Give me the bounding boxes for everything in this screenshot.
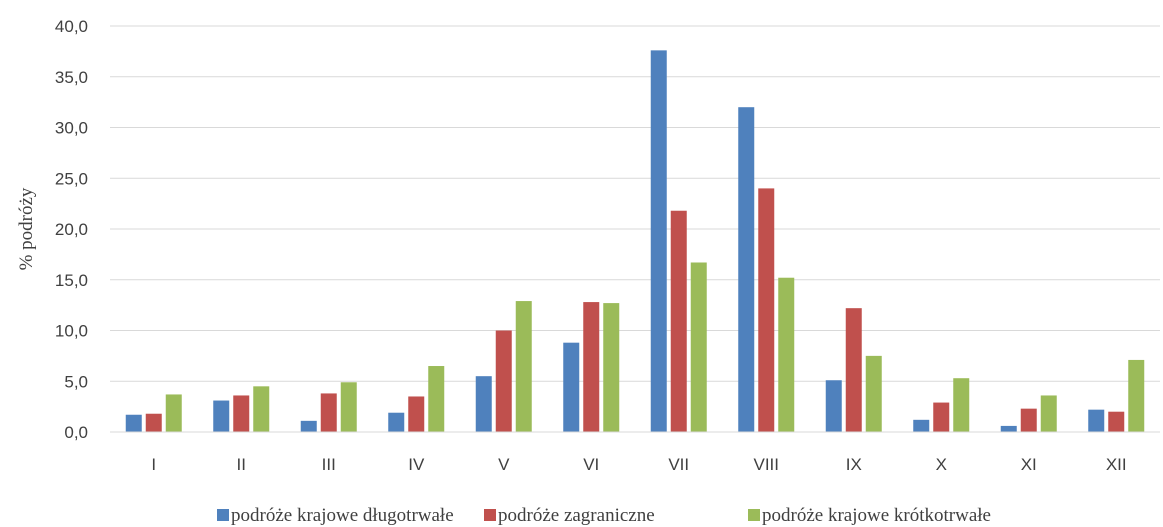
bar-V-series-1 <box>475 376 492 432</box>
x-tick-label: VIII <box>753 455 779 474</box>
legend-swatch <box>748 509 760 521</box>
x-tick-label: V <box>498 455 510 474</box>
legend-label: podróże zagraniczne <box>498 505 655 526</box>
bar-IV-series-2 <box>408 396 425 432</box>
gridlines <box>110 25 1160 382</box>
bar-VIII-series-1 <box>738 107 755 432</box>
bar-X-series-2 <box>933 402 950 432</box>
bar-III-series-3 <box>340 382 357 432</box>
x-axis-ticks: I II III IV V VI VII VIII IX X XI XII <box>151 455 1126 474</box>
bar-VI-series-3 <box>603 303 620 432</box>
bar-X-series-3 <box>953 378 970 432</box>
bars <box>125 50 1145 433</box>
y-tick-label: 25,0 <box>55 169 88 188</box>
bar-XII-series-2 <box>1108 411 1125 432</box>
bar-VIII-series-2 <box>758 188 775 432</box>
x-tick-label: VI <box>583 455 599 474</box>
x-tick-label: VII <box>668 455 689 474</box>
bar-XI-series-3 <box>1040 395 1057 432</box>
bar-I-series-1 <box>125 414 142 432</box>
bar-VII-series-2 <box>670 210 687 432</box>
bar-VII-series-3 <box>690 262 707 432</box>
bar-IV-series-3 <box>428 366 445 432</box>
legend-label: podróże krajowe długotrwałe <box>231 505 454 526</box>
bar-VI-series-2 <box>583 302 600 432</box>
y-axis-title: % podróży <box>16 187 37 270</box>
bar-IX-series-2 <box>845 308 862 432</box>
bar-II-series-2 <box>233 395 250 432</box>
bar-VII-series-1 <box>650 50 667 433</box>
x-tick-label: IX <box>846 455 862 474</box>
x-tick-label: X <box>936 455 947 474</box>
bar-XII-series-3 <box>1128 359 1145 432</box>
bar-III-series-2 <box>320 393 337 432</box>
bar-IX-series-3 <box>865 355 882 432</box>
bar-II-series-3 <box>253 386 270 432</box>
y-tick-label: 30,0 <box>55 119 88 138</box>
bar-V-series-3 <box>515 301 532 432</box>
y-tick-label: 5,0 <box>64 372 88 391</box>
legend-swatch <box>217 509 229 521</box>
bar-XI-series-1 <box>1000 425 1017 432</box>
x-tick-label: III <box>322 455 336 474</box>
x-tick-label: XII <box>1106 455 1127 474</box>
x-tick-label: IV <box>408 455 425 474</box>
bar-V-series-2 <box>495 330 512 432</box>
y-tick-label: 40,0 <box>55 17 88 36</box>
bar-I-series-3 <box>165 394 182 432</box>
bar-III-series-1 <box>300 420 317 432</box>
legend-swatch <box>484 509 496 521</box>
bar-II-series-1 <box>213 400 230 432</box>
y-tick-label: 35,0 <box>55 68 88 87</box>
bar-IV-series-1 <box>388 412 405 432</box>
bar-I-series-2 <box>145 413 162 432</box>
x-tick-label: XI <box>1021 455 1037 474</box>
bar-IX-series-1 <box>825 380 842 432</box>
bar-VIII-series-3 <box>778 277 795 432</box>
bar-XI-series-2 <box>1020 408 1037 432</box>
x-tick-label: II <box>237 455 246 474</box>
legend-label: podróże krajowe krótkotrwałe <box>762 505 991 526</box>
y-tick-label: 20,0 <box>55 220 88 239</box>
y-tick-label: 0,0 <box>64 423 88 442</box>
bar-XII-series-1 <box>1088 409 1105 432</box>
legend: podróże krajowe długotrwałe podróże zagra… <box>217 505 991 526</box>
bar-X-series-1 <box>913 419 930 432</box>
bar-VI-series-1 <box>563 342 580 432</box>
y-tick-label: 10,0 <box>55 322 88 341</box>
y-axis-ticks: 0,0 5,0 10,0 15,0 20,0 25,0 30,0 35,0 40,0 <box>55 17 88 442</box>
x-tick-label: I <box>151 455 156 474</box>
y-tick-label: 15,0 <box>55 271 88 290</box>
